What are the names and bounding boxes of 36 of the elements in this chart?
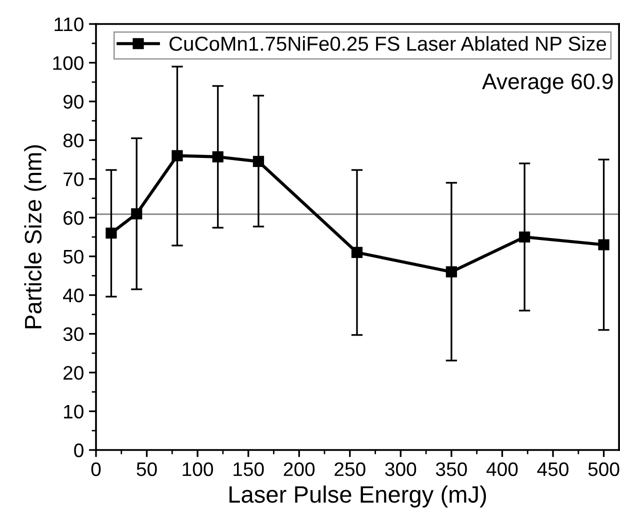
x-tick-label: 450 bbox=[537, 462, 568, 476]
point bbox=[252, 156, 264, 168]
y-tick-label: 100 bbox=[53, 56, 84, 70]
y-axis-title: Particle Size (nm) bbox=[24, 145, 46, 328]
point bbox=[446, 266, 457, 278]
y-tick-label: 0 bbox=[74, 443, 84, 458]
point bbox=[212, 151, 224, 162]
x-tick-label: 250 bbox=[334, 462, 366, 476]
x-tick-label: 50 bbox=[136, 462, 157, 476]
y-tick-label: 70 bbox=[64, 172, 84, 186]
point bbox=[172, 150, 183, 162]
x-tick-label: 200 bbox=[284, 462, 315, 476]
x-tick-label: 100 bbox=[182, 462, 214, 476]
y-tick-label: 90 bbox=[63, 94, 84, 109]
x-tick-label: 350 bbox=[436, 462, 467, 476]
x-axis-title: Laser Pulse Energy (mJ) bbox=[230, 485, 486, 508]
point bbox=[106, 228, 117, 239]
point bbox=[598, 239, 610, 250]
x-tick-label: 0 bbox=[91, 462, 101, 476]
y-tick-label: 60 bbox=[64, 211, 84, 225]
legend-label: CuCoMn1.75NiFe0.25 FS Laser Ablated NP Size bbox=[170, 36, 606, 51]
x-tick-label: 300 bbox=[385, 462, 416, 476]
x-tick-label: 150 bbox=[234, 462, 264, 476]
point bbox=[519, 231, 530, 243]
y-tick-label: 110 bbox=[54, 17, 84, 32]
point bbox=[351, 246, 363, 258]
y-tick-label: 50 bbox=[63, 250, 84, 264]
y-tick-label: 10 bbox=[64, 404, 84, 419]
x-tick-label: 400 bbox=[486, 462, 518, 476]
y-tick-label: 80 bbox=[63, 134, 84, 148]
y-tick-label: 40 bbox=[63, 288, 84, 302]
point bbox=[131, 208, 142, 220]
annotation: Average 60.9 bbox=[482, 74, 613, 94]
x-tick-label: 500 bbox=[588, 462, 620, 476]
y-tick-label: 30 bbox=[63, 327, 84, 342]
y-tick-label: 20 bbox=[64, 366, 84, 380]
